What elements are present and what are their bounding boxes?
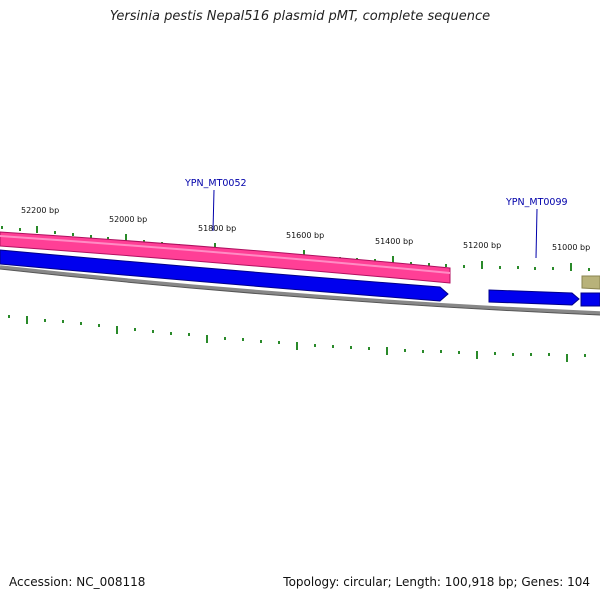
map-title: Yersinia pestis Nepal516 plasmid pMT, co… — [109, 9, 491, 24]
partial-feature[interactable] — [581, 275, 600, 290]
plasmid-backbone — [0, 265, 600, 315]
gene-label[interactable]: YPN_MT0099 — [505, 197, 568, 208]
tick-label: 51200 bp — [463, 241, 501, 250]
gene-arrow-3[interactable] — [580, 292, 600, 307]
gene-arrow-1[interactable] — [0, 249, 449, 302]
forward-feature-highlight — [0, 235, 451, 274]
tick-label: 51600 bp — [286, 231, 324, 240]
footer-accession: Accession: NC_008118 — [9, 575, 146, 589]
callout-line — [535, 208, 538, 259]
footer-stats: Topology: circular; Length: 100,918 bp; … — [283, 575, 590, 589]
gene-arrow-2[interactable] — [488, 289, 580, 306]
plasmid-backbone-shadow — [0, 268, 600, 316]
gene-label[interactable]: YPN_MT0052 — [184, 178, 247, 189]
tick-label: 51400 bp — [375, 237, 413, 246]
tick-labels: 52200 bp 52000 bp 51800 bp 51600 bp 5140… — [21, 206, 590, 252]
gene-callout-1[interactable]: YPN_MT0052 — [184, 178, 247, 232]
gene-callout-2[interactable]: YPN_MT0099 — [505, 197, 568, 259]
callout-line — [212, 189, 215, 232]
tick-label: 51800 bp — [198, 224, 236, 233]
tick-label: 52000 bp — [109, 215, 147, 224]
tick-label: 51000 bp — [552, 243, 590, 252]
tick-label: 52200 bp — [21, 206, 59, 215]
inner-tick-ring — [8, 315, 586, 362]
